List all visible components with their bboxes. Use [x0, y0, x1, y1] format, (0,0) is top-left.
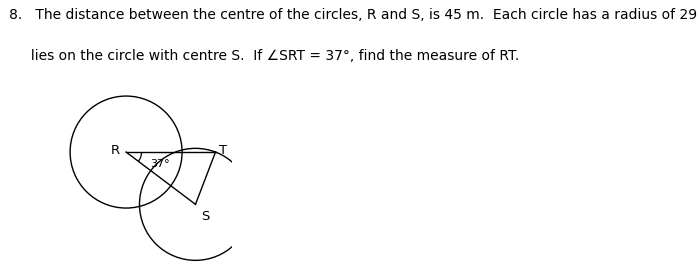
- Text: lies on the circle with centre S.  If ∠SRT = 37°, find the measure of RT.: lies on the circle with centre S. If ∠SR…: [9, 49, 519, 63]
- Text: 37°: 37°: [150, 159, 169, 169]
- Text: R: R: [111, 144, 121, 157]
- Text: S: S: [201, 210, 210, 223]
- Text: T: T: [220, 144, 227, 157]
- Text: 8.   The distance between the centre of the circles, R and S, is 45 m.  Each cir: 8. The distance between the centre of th…: [9, 8, 697, 22]
